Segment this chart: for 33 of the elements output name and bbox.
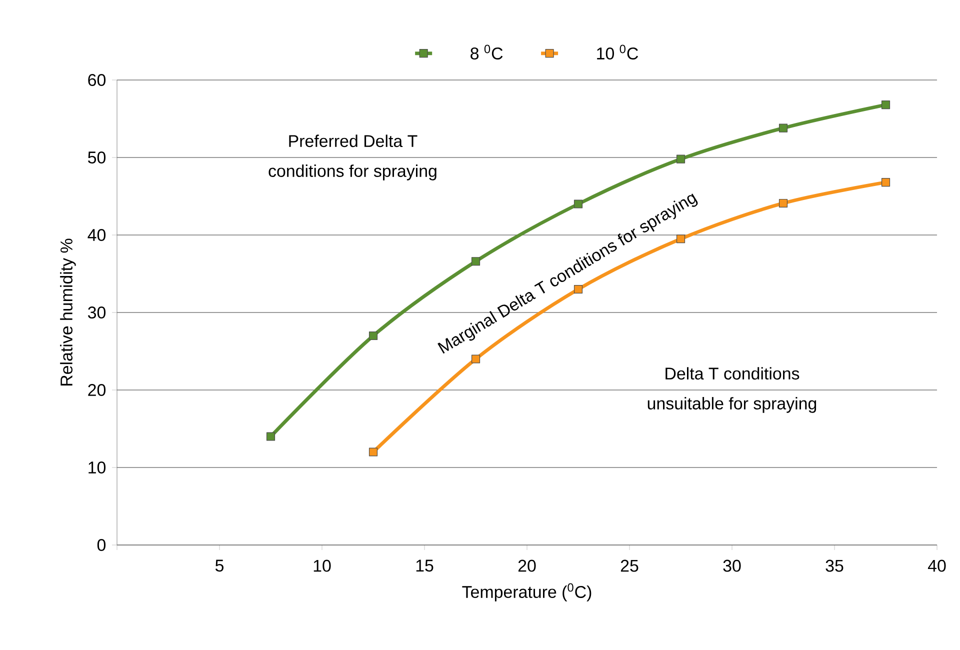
x-tick-label: 40: [928, 560, 946, 572]
point: [676, 154, 686, 164]
y-tick-label: 50: [88, 152, 106, 164]
x-tick-label: 30: [723, 560, 741, 572]
x-tick-label: 5: [215, 560, 224, 572]
annotation: Preferred Delta T conditions for spraying: [268, 134, 436, 180]
point: [778, 124, 788, 132]
point: [778, 198, 788, 208]
point: [574, 200, 583, 208]
legend-label: 10 $^{0}$C: [597, 44, 638, 60]
point: [676, 234, 686, 244]
x-axis-title: Temperature ($^{0}$C): [462, 583, 592, 602]
y-tick-label: 0: [97, 539, 106, 551]
y-tick-label: 40: [88, 229, 106, 242]
point: [368, 448, 378, 456]
y-tick-label: 30: [88, 306, 106, 318]
point: [471, 257, 480, 266]
point: [881, 100, 890, 110]
y-tick-label: 60: [88, 74, 106, 86]
point: [881, 178, 890, 187]
point: [471, 354, 480, 364]
y-tick-label: 20: [88, 384, 106, 396]
y-axis-title: Relative humidity %: [60, 238, 76, 386]
point: [266, 432, 276, 441]
legend-label: 8 $^{0}$C: [470, 44, 503, 60]
point: [368, 331, 378, 340]
y-tick-label: 10: [88, 462, 106, 474]
x-tick-label: 35: [826, 560, 844, 572]
x-tick-label: 10: [314, 560, 331, 572]
annotation: Delta T conditions unsuitable for spraying: [648, 367, 816, 413]
x-tick-label: 20: [518, 560, 536, 572]
x-tick-label: 25: [620, 560, 638, 572]
x-tick-label: 15: [416, 560, 434, 572]
